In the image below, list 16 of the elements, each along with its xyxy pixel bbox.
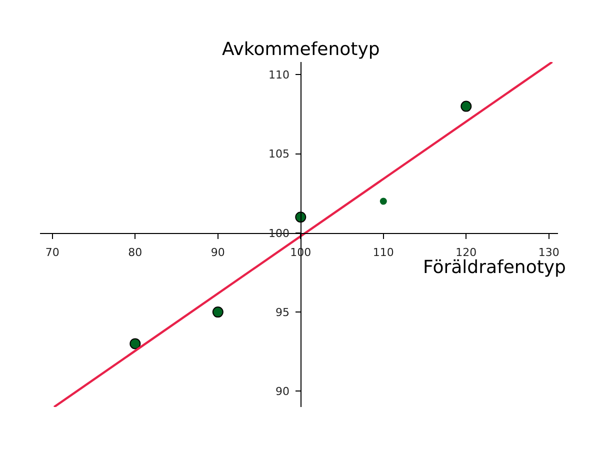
point bbox=[130, 338, 141, 350]
x-axis-title: Föräldrafenotyp bbox=[423, 257, 566, 278]
x-tick-label: 90 bbox=[210, 246, 225, 260]
x-tick-label: 120 bbox=[456, 246, 477, 260]
x-tick-label: 80 bbox=[128, 246, 142, 260]
y-axis-title: Avkommefenotyp bbox=[222, 39, 380, 60]
y-tick-label: 110 bbox=[268, 68, 290, 82]
x-tick-label: 110 bbox=[372, 246, 394, 260]
y-tick-label: 105 bbox=[268, 148, 290, 161]
point bbox=[460, 100, 472, 112]
x-tick-label: 70 bbox=[45, 246, 60, 260]
y-tick-label: 90 bbox=[275, 385, 290, 398]
y-tick-label: 95 bbox=[275, 306, 290, 319]
x-tick-label: 130 bbox=[538, 246, 560, 260]
point bbox=[380, 198, 387, 205]
point bbox=[212, 306, 224, 318]
